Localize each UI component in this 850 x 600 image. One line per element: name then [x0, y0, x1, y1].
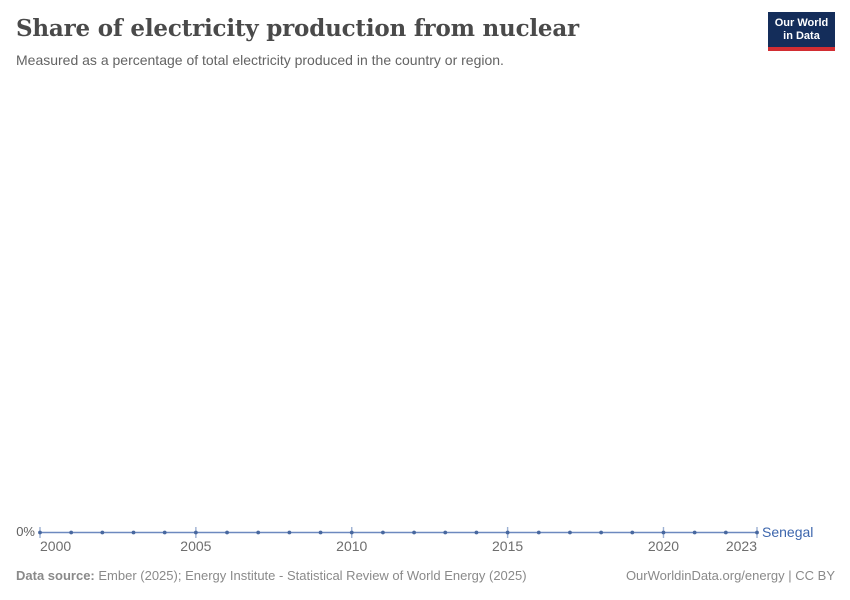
owid-logo-line1: Our World	[774, 16, 829, 29]
x-axis-tick-label-2005: 2005	[180, 538, 212, 554]
owid-logo-box: Our World in Data	[768, 12, 835, 47]
chart-title: Share of electricity production from nuc…	[16, 15, 579, 42]
x-axis-tick-label-2020: 2020	[647, 538, 680, 554]
x-axis-tick-label-2000: 2000	[40, 538, 72, 554]
footer-license-link[interactable]: OurWorldinData.org/energy | CC BY	[625, 568, 835, 583]
plot-area	[0, 80, 850, 550]
owid-logo-redbar	[768, 47, 835, 51]
x-axis-tick-label-2010: 2010	[336, 538, 368, 554]
x-axis-tick-label-2015: 2015	[492, 538, 524, 554]
owid-logo-line2: in Data	[783, 29, 820, 42]
footer-datasource-label: Data source:	[16, 568, 95, 583]
x-axis-tick-label-2023: 2023	[725, 538, 757, 554]
y-axis-zero-label: 0%	[16, 524, 35, 539]
chart-subtitle: Measured as a percentage of total electr…	[16, 52, 504, 68]
x-axis-labels: 2000 2005 2010 2015 2020 2023	[0, 538, 850, 556]
owid-logo[interactable]: Our World in Data	[768, 12, 835, 51]
footer-datasource-text: Ember (2025); Energy Institute - Statist…	[94, 568, 527, 583]
senegal-line-series[interactable]	[0, 518, 850, 546]
series-label-senegal[interactable]: Senegal	[762, 524, 814, 540]
footer-datasource: Data source: Ember (2025); Energy Instit…	[16, 568, 527, 583]
